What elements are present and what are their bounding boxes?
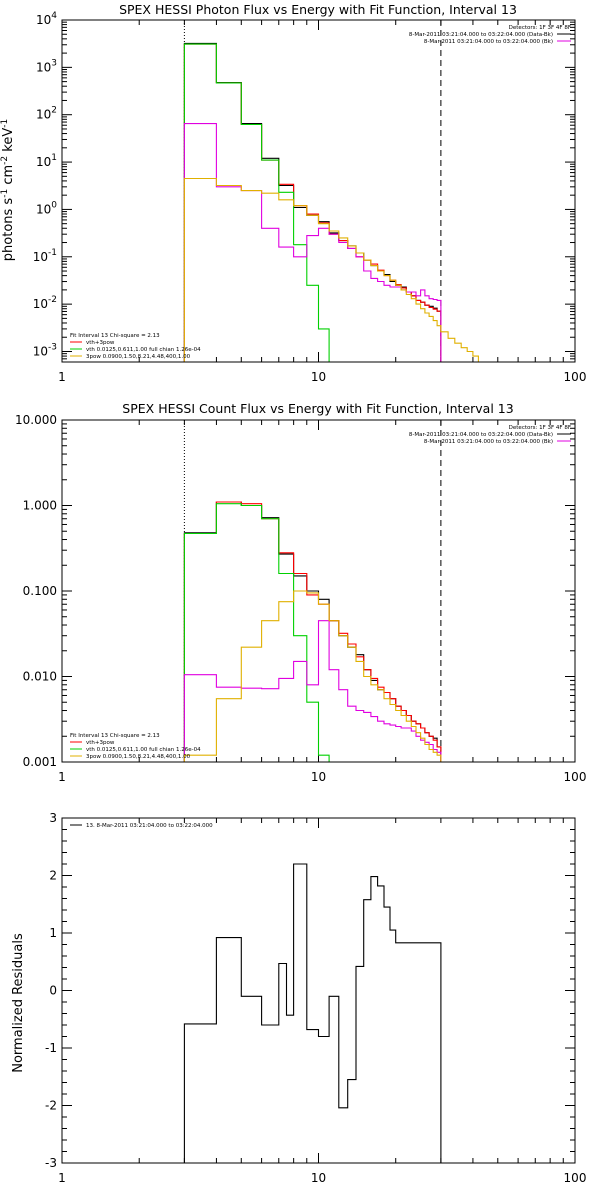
- residuals-ylabel: Normalized Residuals: [11, 933, 26, 1073]
- legend-entry: 3pow 0.0900,1.50,8.21,4.48,400,1.00: [86, 754, 191, 760]
- legend-entry: vth+3pow: [86, 340, 115, 346]
- x-tick-label: 100: [564, 1171, 587, 1185]
- y-tick-label: 0: [49, 984, 57, 998]
- y-tick-label: 0.010: [23, 670, 57, 684]
- y-tick-label: 0.001: [23, 755, 57, 769]
- series-line-2: [183, 503, 330, 762]
- residuals-frame: [61, 817, 576, 1164]
- series-line-4: [183, 590, 449, 763]
- x-tick-label: 100: [564, 770, 587, 784]
- series-line-1: [183, 501, 442, 762]
- series-line-0: [183, 863, 442, 1163]
- legend-entry: vth 0.0125,0.611,1.00 full chian 1.26e-0…: [86, 747, 201, 753]
- y-tick-label: 10.000: [15, 413, 57, 427]
- series-line-2: [183, 43, 339, 363]
- y-tick-label: -3: [45, 1156, 57, 1170]
- x-tick-label: 10: [311, 370, 326, 384]
- legend-entry: Detectors: 1F 3F 4F 8F: [509, 425, 571, 431]
- y-tick-label: 0.100: [23, 584, 57, 598]
- photon-flux-frame: [61, 19, 576, 363]
- count-flux-title: SPEX HESSI Count Flux vs Energy with Fit…: [122, 401, 513, 416]
- y-tick-label: 102: [36, 106, 57, 122]
- legend-entry: 8-Mar-2011 03:21:04.000 to 03:22:04.000 …: [409, 32, 553, 38]
- legend-entry: vth 0.0125,0.611,1.00 full chian 1.26e-0…: [86, 347, 201, 353]
- y-tick-label: 101: [36, 153, 57, 169]
- x-tick-label: 1: [58, 370, 66, 384]
- legend-entry: vth+3pow: [86, 740, 115, 746]
- legend-entry: 8-Mar-2011 03:21:04.000 to 03:22:04.000 …: [424, 439, 553, 445]
- y-tick-label: -1: [45, 1041, 57, 1055]
- legend-entry: Fit Interval 13 Chi-square = 2.13: [70, 333, 160, 339]
- y-tick-label: 10-3: [33, 342, 57, 358]
- count-flux-frame: [61, 419, 576, 763]
- series-line-4: [183, 177, 479, 362]
- series-line-3: [183, 620, 442, 762]
- photon-flux-title: SPEX HESSI Photon Flux vs Energy with Fi…: [119, 2, 517, 17]
- legend-entry: 8-Mar-2011 03:21:04.000 to 03:22:04.000 …: [409, 432, 553, 438]
- series-line-1: [183, 43, 442, 362]
- y-tick-label: 10-2: [33, 295, 57, 311]
- legend-entry: 8-Mar-2011 03:21:04.000 to 03:22:04.000 …: [424, 39, 553, 45]
- photon-flux-ylabel: photons s-1 cm-2 keV-1: [0, 119, 16, 261]
- y-tick-label: 2: [49, 869, 57, 883]
- y-tick-label: 1: [49, 926, 57, 940]
- series-line-0: [183, 42, 442, 362]
- svg-text:photons s-1 cm-2 keV-1: photons s-1 cm-2 keV-1: [0, 119, 16, 261]
- legend-entry: 3pow 0.0900,1.50,8.21,4.48,400,1.00: [86, 354, 191, 360]
- legend-entry: Detectors: 1F 3F 4F 8F: [509, 25, 571, 31]
- y-tick-label: 3: [49, 811, 57, 825]
- y-tick-label: 10-1: [33, 248, 57, 264]
- y-tick-label: 100: [36, 200, 57, 216]
- x-tick-label: 100: [564, 370, 587, 384]
- series-line-3: [183, 123, 442, 362]
- y-tick-label: 104: [36, 11, 57, 27]
- x-tick-label: 10: [311, 770, 326, 784]
- y-tick-label: 103: [36, 58, 57, 74]
- y-tick-label: 1.000: [23, 499, 57, 513]
- x-tick-label: 1: [58, 1171, 66, 1185]
- photon-flux-plot: SPEX HESSI Photon Flux vs Energy with Fi…: [0, 2, 586, 384]
- legend-entry: Fit Interval 13 Chi-square = 2.13: [70, 733, 160, 739]
- x-tick-label: 10: [311, 1171, 326, 1185]
- residuals-plot: Normalized Residuals 1 10 100 -3 -2 -1 0 1 2 3 1…: [11, 811, 586, 1185]
- count-flux-plot: SPEX HESSI Count Flux vs Energy with Fit…: [15, 401, 586, 784]
- legend-entry: 13. 8-Mar-2011 03:21:04.000 to 03:22:04.…: [86, 823, 213, 829]
- x-tick-label: 1: [58, 770, 66, 784]
- y-tick-label: -2: [45, 1099, 57, 1113]
- series-line-0: [183, 501, 442, 762]
